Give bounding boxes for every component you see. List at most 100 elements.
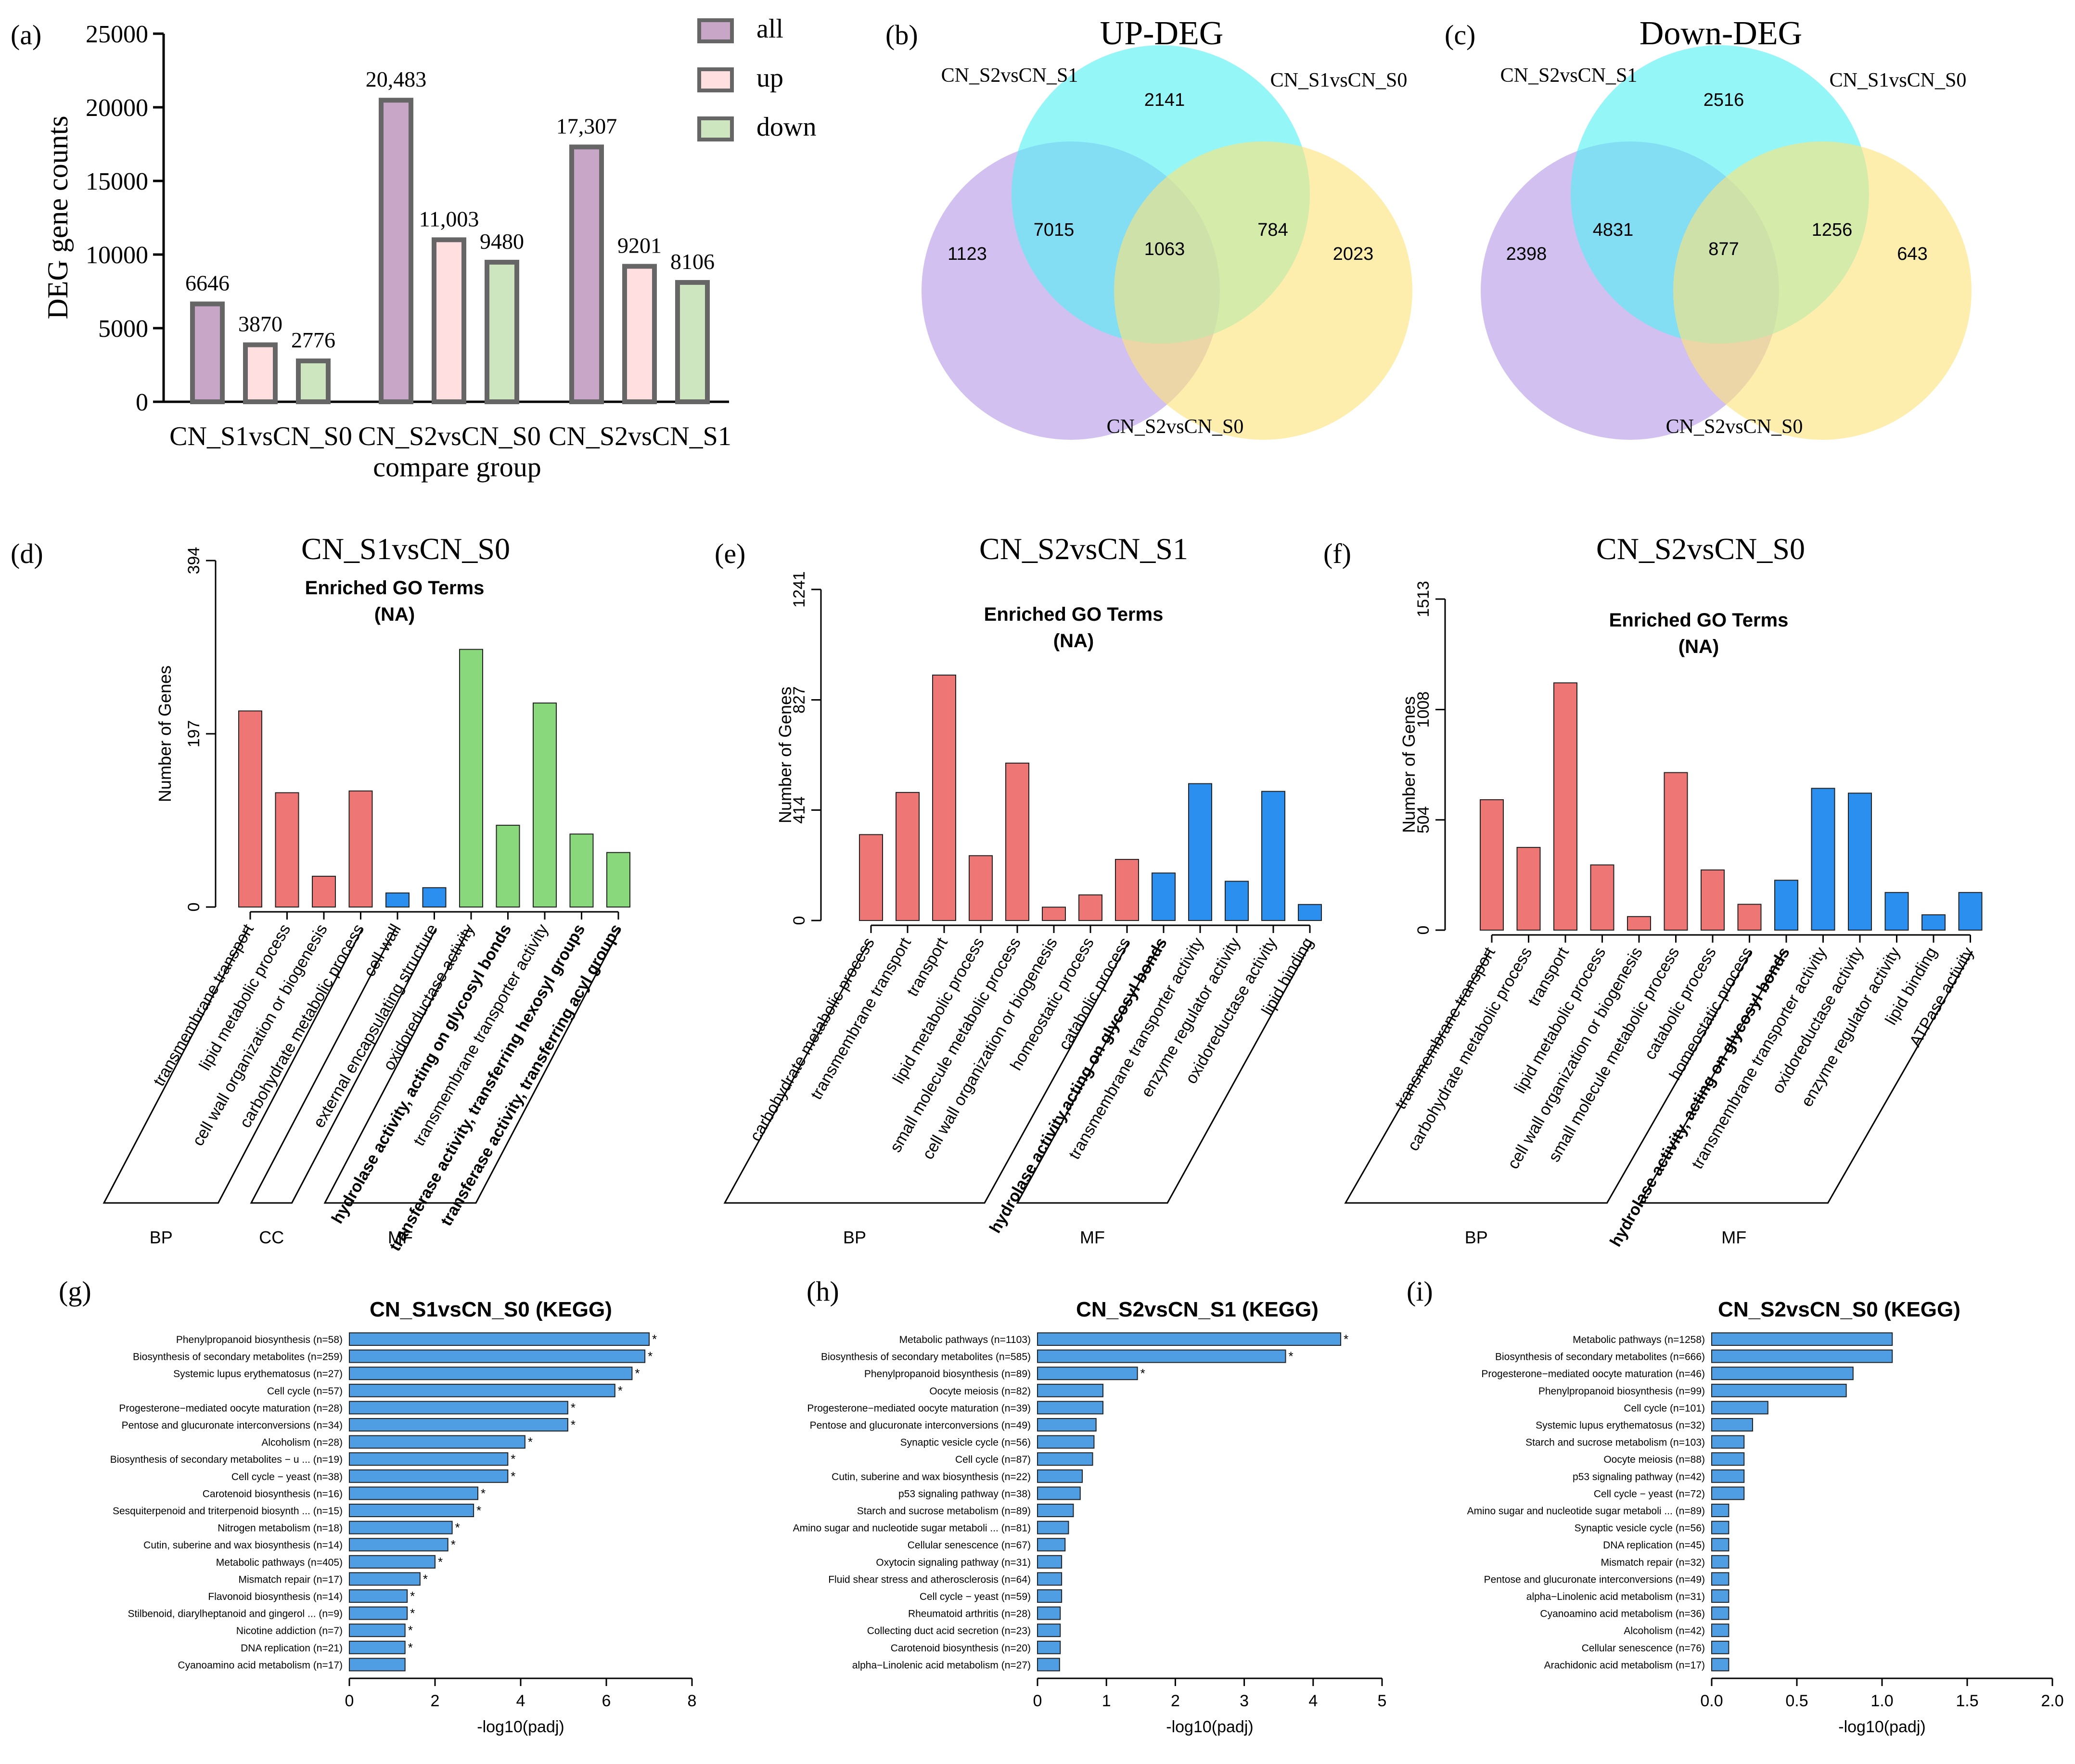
kegg-bar (1037, 1452, 1093, 1466)
venn-region-count: 877 (1708, 239, 1739, 259)
kegg-term-label: Progesterone−mediated oocyte maturation … (119, 1403, 343, 1414)
data-label: 8106 (670, 249, 715, 274)
kegg-bar (1037, 1606, 1061, 1620)
bar-bp (1737, 904, 1762, 931)
data-label: 17,307 (556, 114, 617, 138)
bar-bp (1115, 859, 1139, 921)
kegg-bar (349, 1435, 525, 1449)
data-label: 20,483 (366, 67, 427, 91)
kegg-bar (1711, 1332, 1893, 1346)
group-label: MF (388, 1227, 413, 1247)
bar-mf (533, 703, 557, 908)
significance-star: * (451, 1537, 456, 1552)
bar-cc (385, 892, 410, 908)
bar-all (569, 144, 604, 404)
panel-label-c: (c) (1445, 19, 1475, 51)
bar-down (485, 259, 519, 404)
x-tick-label-h: 3 (1240, 1692, 1249, 1710)
kegg-term-label: Carotenoid biosynthesis (n=16) (203, 1488, 343, 1499)
x-tick-label-a: CN_S2vsCN_S0 (358, 422, 541, 451)
kegg-bar (1711, 1623, 1729, 1637)
significance-star: * (511, 1469, 515, 1483)
venn-region-count: 1256 (1812, 220, 1853, 240)
kegg-bar (1037, 1658, 1060, 1672)
significance-star: * (1140, 1366, 1145, 1381)
venn-region-count: 643 (1897, 244, 1927, 264)
bar-mf_blue (1188, 783, 1212, 921)
bar-bp (859, 834, 883, 921)
bar-mf_blue (1848, 793, 1872, 931)
kegg-term-label: DNA replication (n=21) (241, 1643, 343, 1654)
bar-mf_blue (1921, 914, 1946, 931)
kegg-term-label: Oocyte meiosis (n=88) (1603, 1454, 1705, 1465)
x-tick-label-h: 0 (1033, 1692, 1042, 1710)
group-bracket (1344, 951, 1752, 1204)
kegg-term-label: Biosynthesis of secondary metabolites (n… (1495, 1352, 1705, 1363)
x-tick-label-i: 1.0 (1870, 1692, 1893, 1710)
y-tick-label-f: 0 (1414, 926, 1433, 935)
legend-swatch (697, 18, 734, 43)
bar-bp (1516, 847, 1541, 931)
kegg-bar (1711, 1367, 1854, 1381)
kegg-bar (1037, 1640, 1061, 1654)
kegg-term-label: Pentose and glucuronate interconversions… (122, 1420, 343, 1431)
kegg-bar (349, 1623, 406, 1637)
venn-region-count: 2398 (1506, 244, 1547, 264)
kegg-term-label: Mismatch repair (n=17) (239, 1574, 343, 1585)
venn-set-label: CN_S2vsCN_S0 (1107, 416, 1244, 438)
kegg-bar (1711, 1383, 1847, 1397)
significance-star: * (511, 1452, 515, 1466)
go-subtitle: Enriched GO Terms (984, 604, 1164, 625)
kegg-term-label: Pentose and glucuronate interconversions… (1484, 1574, 1705, 1585)
kegg-bar (1037, 1418, 1097, 1432)
kegg-term-label: Cyanoamino acid metabolism (n=17) (178, 1660, 343, 1671)
x-tick-label-a: CN_S1vsCN_S0 (169, 422, 352, 451)
data-label: 9201 (617, 233, 662, 257)
data-label: 3870 (238, 312, 282, 336)
significance-star: * (1289, 1349, 1294, 1364)
data-label: 9480 (480, 229, 524, 254)
kegg-bar (349, 1504, 474, 1517)
venn-circle-yellow (1673, 141, 1972, 440)
kegg-term-label: Pentose and glucuronate interconversions… (810, 1420, 1031, 1431)
bar-mf (496, 825, 520, 908)
kegg-bar (349, 1640, 406, 1654)
bar-bp (896, 792, 920, 921)
kegg-bar (1711, 1486, 1745, 1500)
go-title: CN_S2vsCN_S1 (979, 532, 1188, 566)
significance-star: * (571, 1418, 576, 1432)
legend-swatch (697, 67, 734, 92)
significance-star: * (648, 1349, 653, 1364)
x-axis-title-i: -log10(padj) (1838, 1718, 1925, 1736)
significance-star: * (1344, 1332, 1348, 1346)
venn-region-count: 1063 (1144, 239, 1185, 259)
kegg-term-label: Cell cycle − yeast (n=59) (920, 1591, 1031, 1602)
kegg-bar (1037, 1469, 1083, 1483)
y-axis-title-f: Number of Genes (1399, 696, 1419, 833)
bar-mf (606, 852, 630, 908)
bar-all (379, 98, 413, 404)
kegg-bar (349, 1606, 408, 1620)
legend-label: down (756, 112, 816, 142)
kegg-term-label: Oocyte meiosis (n=82) (929, 1386, 1031, 1397)
bar-bp (1553, 682, 1577, 931)
kegg-term-label: Sesquiterpenoid and triterpenoid biosynt… (113, 1506, 343, 1517)
kegg-bar (1037, 1486, 1081, 1500)
kegg-term-label: Rheumatoid arthritis (n=28) (908, 1609, 1031, 1620)
kegg-bar (1037, 1349, 1286, 1363)
x-tick-label-g: 8 (688, 1692, 697, 1710)
kegg-bar (1711, 1452, 1745, 1466)
bar-bp (1042, 907, 1066, 921)
x-tick-label-i: 0.0 (1700, 1692, 1723, 1710)
kegg-term-label: Cellular senescence (n=67) (908, 1540, 1031, 1551)
venn-set-label: CN_S2vsCN_S0 (1666, 416, 1803, 438)
bar-mf (459, 649, 483, 908)
kegg-bar (349, 1658, 406, 1672)
panel-label-f: (f) (1323, 538, 1351, 569)
y-tick-label-a: 15000 (86, 168, 148, 195)
bar-bp (1701, 869, 1725, 931)
kegg-term-label: Alcoholism (n=42) (1624, 1625, 1705, 1636)
bar-mf_blue (1225, 881, 1249, 921)
kegg-term-label: Stilbenoid, diarylheptanoid and gingerol… (128, 1609, 343, 1620)
kegg-bar (349, 1572, 421, 1586)
